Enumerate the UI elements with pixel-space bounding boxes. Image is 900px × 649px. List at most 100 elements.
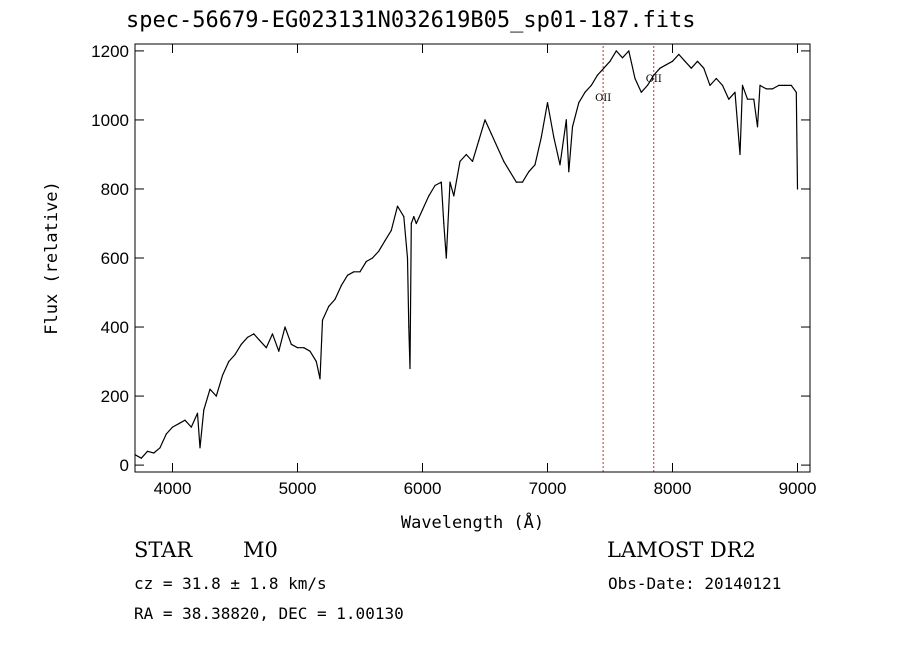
data-point [721, 84, 724, 86]
x-tick-label: 4000 [154, 479, 192, 498]
subclass-label: M0 [243, 538, 278, 562]
data-point [715, 77, 717, 80]
data-point [165, 433, 167, 435]
y-tick-label: 1000 [91, 111, 129, 130]
y-tick-label: 0 [120, 456, 129, 475]
y-tick-label: 600 [101, 249, 129, 268]
data-point [696, 60, 699, 62]
data-point [445, 257, 447, 259]
data-point [790, 84, 792, 86]
data-point [290, 343, 292, 345]
data-point [196, 412, 199, 414]
data-point [621, 57, 624, 59]
y-tick-label: 200 [101, 387, 129, 406]
data-point [565, 119, 567, 121]
data-point [396, 205, 399, 207]
data-point [653, 74, 655, 76]
data-point [484, 119, 486, 121]
data-point [408, 326, 410, 328]
line-marker-label: OII [595, 93, 611, 104]
data-point [159, 447, 161, 449]
data-point [796, 188, 799, 190]
line-marker-label: OII [646, 74, 662, 85]
data-point [199, 447, 201, 449]
data-point [296, 347, 299, 349]
data-point [515, 181, 517, 183]
data-point [509, 171, 511, 173]
data-point [739, 153, 741, 156]
data-point [415, 222, 417, 225]
data-point [753, 98, 755, 100]
redshift-text: cz = 31.8 ± 1.8 km/s [134, 574, 327, 593]
data-point [553, 136, 555, 138]
data-point [184, 419, 186, 421]
data-point [459, 160, 461, 162]
data-point [756, 126, 759, 128]
annotations-group: OII OII [595, 44, 662, 472]
data-point [390, 229, 392, 231]
data-point [478, 140, 480, 142]
data-point [234, 354, 236, 356]
data-point [590, 84, 592, 86]
data-point [409, 367, 411, 370]
data-layer [134, 50, 799, 459]
data-point [253, 333, 255, 335]
data-point [734, 91, 736, 93]
data-point [284, 326, 286, 328]
data-point [259, 340, 261, 342]
plot-frame [134, 43, 811, 473]
data-point [265, 347, 267, 349]
data-point [315, 360, 317, 363]
data-point [795, 91, 797, 93]
data-point [490, 133, 492, 135]
data-point [178, 423, 180, 425]
data-point [765, 88, 767, 90]
data-point [209, 388, 211, 390]
data-point [443, 222, 445, 225]
x-tick-label: 8000 [654, 479, 692, 498]
spectrum-line [134, 50, 799, 459]
data-point [771, 88, 774, 90]
data-point [471, 160, 474, 162]
data-point [428, 195, 430, 197]
y-tick-label: 400 [101, 318, 129, 337]
data-point [413, 216, 415, 218]
y-tick-label: 1200 [91, 42, 129, 61]
data-point [634, 77, 636, 80]
y-tick-label: 800 [101, 180, 129, 199]
data-point [190, 426, 192, 428]
data-point [309, 350, 311, 352]
data-point [440, 181, 442, 183]
data-point [384, 240, 386, 242]
data-point [671, 60, 674, 62]
data-point [540, 136, 542, 138]
obs-date-text: Obs-Date: 20140121 [608, 574, 782, 593]
axes-group: 4000 5000 6000 7000 8000 9000 0 200 400 600 800 100… [42, 42, 816, 533]
data-point [746, 98, 749, 100]
data-point [665, 64, 667, 66]
data-point [171, 426, 174, 428]
data-point [784, 84, 786, 86]
data-point [759, 84, 761, 86]
data-point [303, 347, 305, 349]
data-point [646, 84, 649, 86]
data-point [546, 102, 549, 104]
data-point [410, 222, 412, 225]
data-point [340, 285, 342, 287]
data-point [359, 271, 361, 273]
data-point [728, 98, 730, 100]
data-point [146, 450, 149, 452]
data-point [271, 333, 274, 335]
data-point [453, 195, 455, 197]
data-point [778, 84, 780, 86]
survey-label: LAMOST DR2 [607, 538, 756, 562]
data-point [559, 164, 561, 166]
object-class-label: STAR [134, 538, 193, 562]
data-point [406, 257, 409, 259]
data-point [528, 171, 530, 173]
data-point [503, 160, 505, 162]
data-point [319, 378, 321, 380]
x-tick-label: 9000 [779, 479, 817, 498]
data-point [321, 319, 324, 321]
data-point [246, 336, 249, 338]
